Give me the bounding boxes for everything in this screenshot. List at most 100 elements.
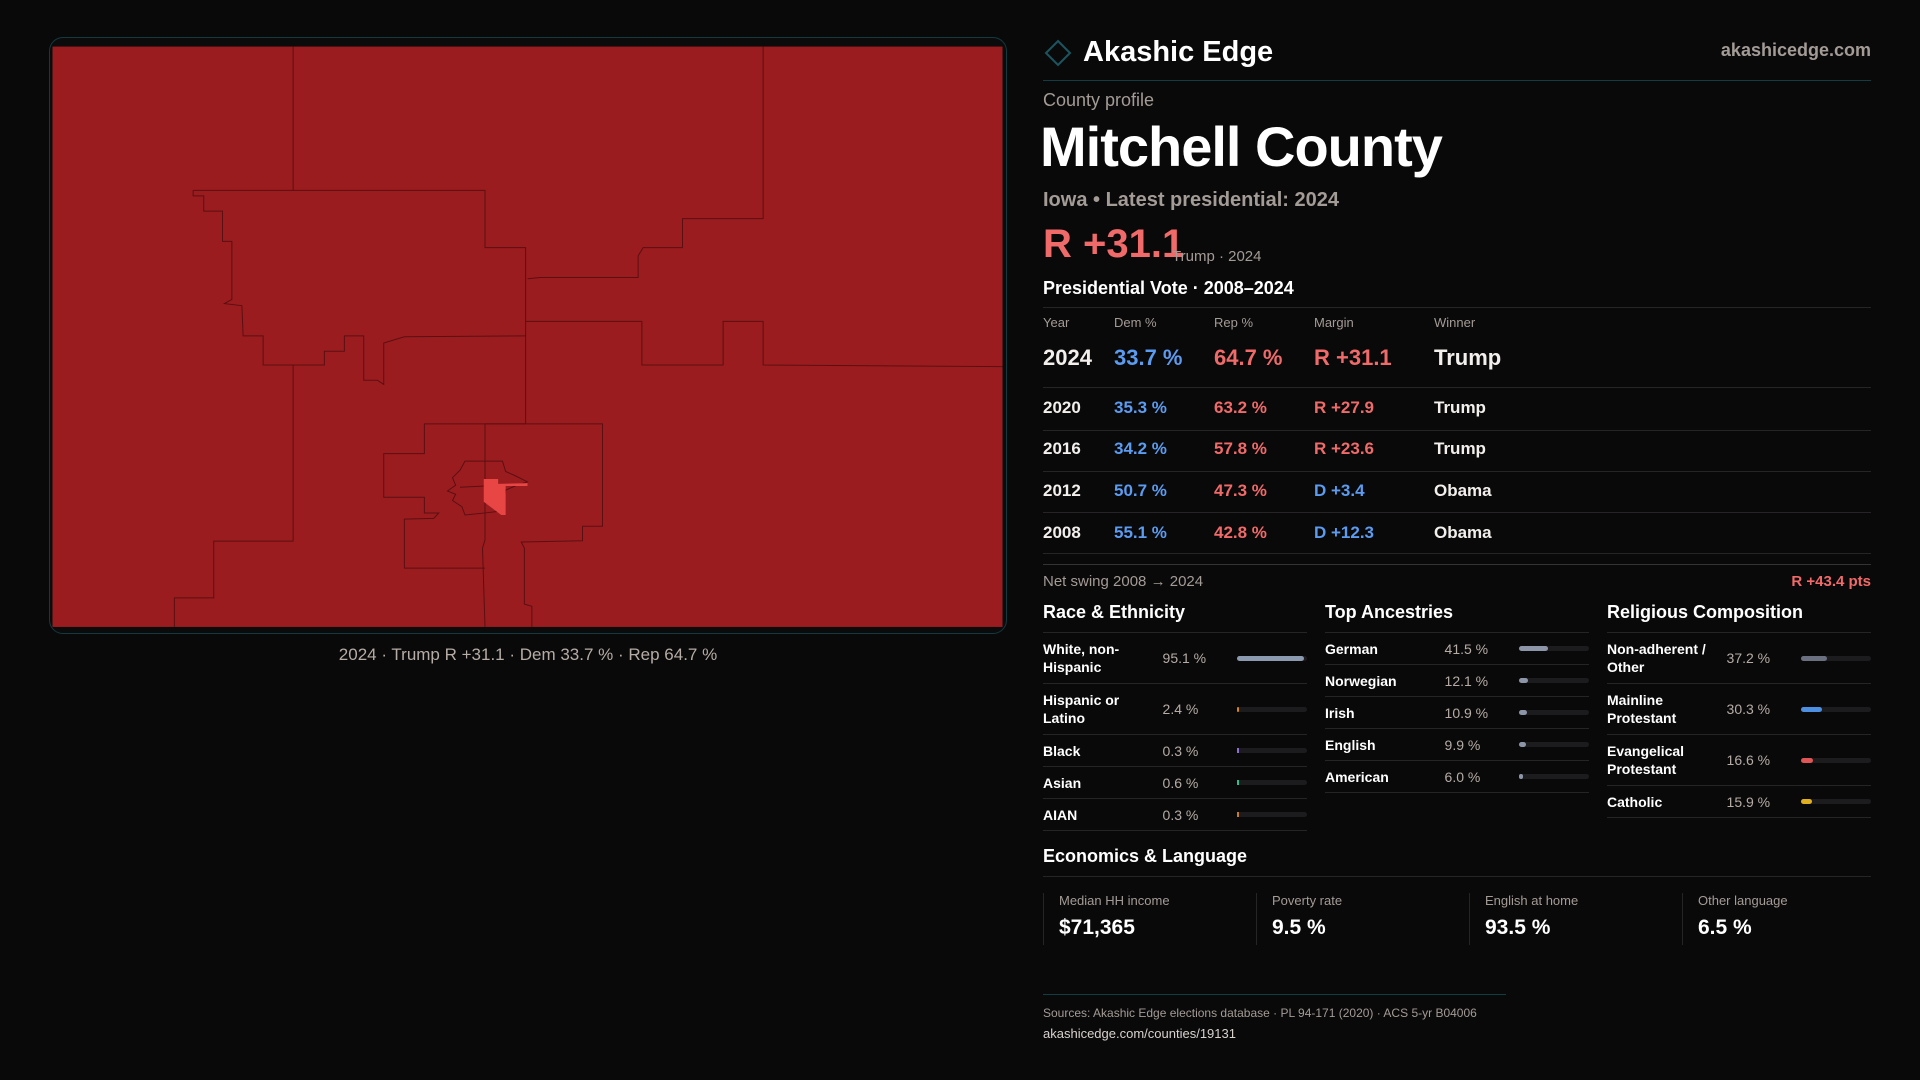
map-caption: 2024 · Trump R +31.1 · Dem 33.7 % · Rep …	[338, 645, 718, 664]
stat-label: American	[1325, 768, 1389, 785]
map-region	[52, 46, 1003, 627]
stat-bar	[1237, 780, 1307, 785]
stat-bar-fill	[1237, 780, 1240, 785]
stat-bar	[1801, 655, 1871, 661]
stat-row: White, non-Hispanic 95.1 %	[1043, 632, 1307, 683]
stat-value: 12.1 %	[1444, 672, 1489, 689]
section-religious-composition: Religious Composition Non-adherent / Othe…	[1607, 602, 1871, 818]
stat-label: AIAN	[1043, 806, 1078, 823]
metric-card: Median HH income $71,365	[1043, 893, 1256, 945]
metric-card: Poverty rate 9.5 %	[1256, 893, 1469, 945]
divider	[1043, 564, 1871, 565]
stat-row: Non-adherent / Other 37.2 %	[1607, 632, 1871, 683]
col-rep: Rep %	[1214, 315, 1254, 330]
stat-value: 0.3 %	[1162, 742, 1199, 759]
vote-winner: Trump	[1434, 398, 1486, 417]
metric-card: Other language 6.5 %	[1682, 893, 1895, 945]
stat-row: Mainline Protestant 30.3 %	[1607, 683, 1871, 734]
metric-label: Median HH income	[1059, 893, 1170, 908]
stat-bar	[1237, 812, 1307, 817]
vote-row: 2024 33.7 % 64.7 % R +31.1 Trump	[1043, 345, 1871, 370]
vote-rep: 64.7 %	[1214, 345, 1283, 370]
col-margin: Margin	[1314, 315, 1354, 330]
vote-winner: Obama	[1434, 481, 1492, 500]
stat-bar	[1519, 678, 1589, 683]
divider	[1043, 471, 1871, 472]
stat-bar	[1801, 799, 1871, 804]
vote-winner: Trump	[1434, 345, 1502, 370]
stat-bar	[1237, 655, 1307, 661]
stat-row: American 6.0 %	[1325, 760, 1589, 792]
divider	[1043, 307, 1871, 308]
metric-label: English at home	[1485, 893, 1579, 908]
stat-bar	[1519, 710, 1589, 715]
vote-margin: D +3.4	[1314, 481, 1365, 500]
highlighted-precinct	[483, 478, 528, 516]
stat-label: Mainline Protestant	[1607, 692, 1677, 726]
metric-value: 93.5 %	[1485, 916, 1551, 939]
county-map[interactable]	[40, 30, 1020, 680]
section-race-ethnicity: Race & Ethnicity White, non-Hispanic 95.1 …	[1043, 602, 1307, 831]
divider	[1043, 876, 1871, 877]
stat-bar	[1519, 742, 1589, 747]
vote-row: 2020 35.3 % 63.2 % R +27.9 Trump	[1043, 398, 1871, 422]
stat-value: 9.9 %	[1444, 736, 1481, 753]
stat-value: 0.6 %	[1162, 774, 1199, 791]
vote-row: 2008 55.1 % 42.8 % D +12.3 Obama	[1043, 523, 1871, 547]
page-subtitle: Iowa • Latest presidential: 2024	[1043, 189, 1339, 211]
brand-logo[interactable]: Akashic Edge	[1043, 36, 1273, 69]
vote-margin: R +27.9	[1314, 398, 1375, 417]
latest-margin: R +31.1	[1043, 222, 1185, 266]
vote-rep: 57.8 %	[1214, 439, 1267, 458]
site-link[interactable]: akashicedge.com	[1720, 40, 1871, 60]
net-swing-value: R +43.4 pts	[1791, 573, 1871, 590]
stat-bar-fill	[1801, 757, 1813, 763]
stat-value: 41.5 %	[1444, 640, 1489, 657]
stat-row: English 9.9 %	[1325, 728, 1589, 760]
stat-bar	[1801, 757, 1871, 763]
stat-bar-fill	[1519, 646, 1549, 651]
economics-title: Economics & Language	[1043, 846, 1248, 866]
county-url[interactable]: akashicedge.com/counties/19131	[1043, 1026, 1236, 1041]
section-title: Race & Ethnicity	[1043, 602, 1186, 622]
vote-rep: 63.2 %	[1214, 398, 1267, 417]
stat-row: Catholic 15.9 %	[1607, 785, 1871, 817]
metric-value: $71,365	[1059, 916, 1135, 939]
vote-year: 2016	[1043, 439, 1081, 458]
stat-row: German 41.5 %	[1325, 632, 1589, 664]
metric-card: English at home 93.5 %	[1469, 893, 1682, 945]
stat-bar	[1237, 748, 1307, 753]
stat-bar-fill	[1519, 710, 1527, 715]
metric-label: Poverty rate	[1272, 893, 1343, 908]
section-top-ancestries: Top Ancestries German 41.5 % Norwegian 12.1 …	[1325, 602, 1589, 793]
divider	[1325, 792, 1589, 793]
stat-label: German	[1325, 640, 1378, 657]
stat-row: Norwegian 12.1 %	[1325, 664, 1589, 696]
stat-bar-fill	[1237, 812, 1240, 817]
vote-year: 2020	[1043, 398, 1081, 417]
metric-value: 9.5 %	[1272, 916, 1326, 939]
stat-bar	[1519, 646, 1589, 651]
stat-label: Evangelical Protestant	[1607, 743, 1685, 777]
stat-bar-fill	[1801, 655, 1828, 661]
stat-bar-fill	[1519, 678, 1528, 683]
vote-year: 2008	[1043, 523, 1081, 542]
stat-row: Asian 0.6 %	[1043, 766, 1307, 798]
stat-value: 37.2 %	[1726, 650, 1771, 666]
vote-year: 2024	[1043, 345, 1092, 370]
brand-name: Akashic Edge	[1083, 36, 1274, 68]
page-title: Mitchell County	[1040, 115, 1443, 178]
stat-value: 10.9 %	[1444, 704, 1489, 721]
sources-text: Sources: Akashic Edge elections database…	[1043, 1006, 1477, 1020]
divider	[1607, 817, 1871, 818]
divider	[1043, 387, 1871, 388]
precinct-boundaries	[174, 47, 1002, 627]
stat-value: 95.1 %	[1162, 650, 1207, 666]
vote-rep: 42.8 %	[1214, 523, 1267, 542]
stat-bar-fill	[1801, 706, 1823, 712]
vote-year: 2012	[1043, 481, 1081, 500]
diamond-icon	[1044, 39, 1072, 66]
stat-label: English	[1325, 736, 1376, 753]
stat-row: Hispanic or Latino 2.4 %	[1043, 683, 1307, 734]
vote-winner: Obama	[1434, 523, 1492, 542]
